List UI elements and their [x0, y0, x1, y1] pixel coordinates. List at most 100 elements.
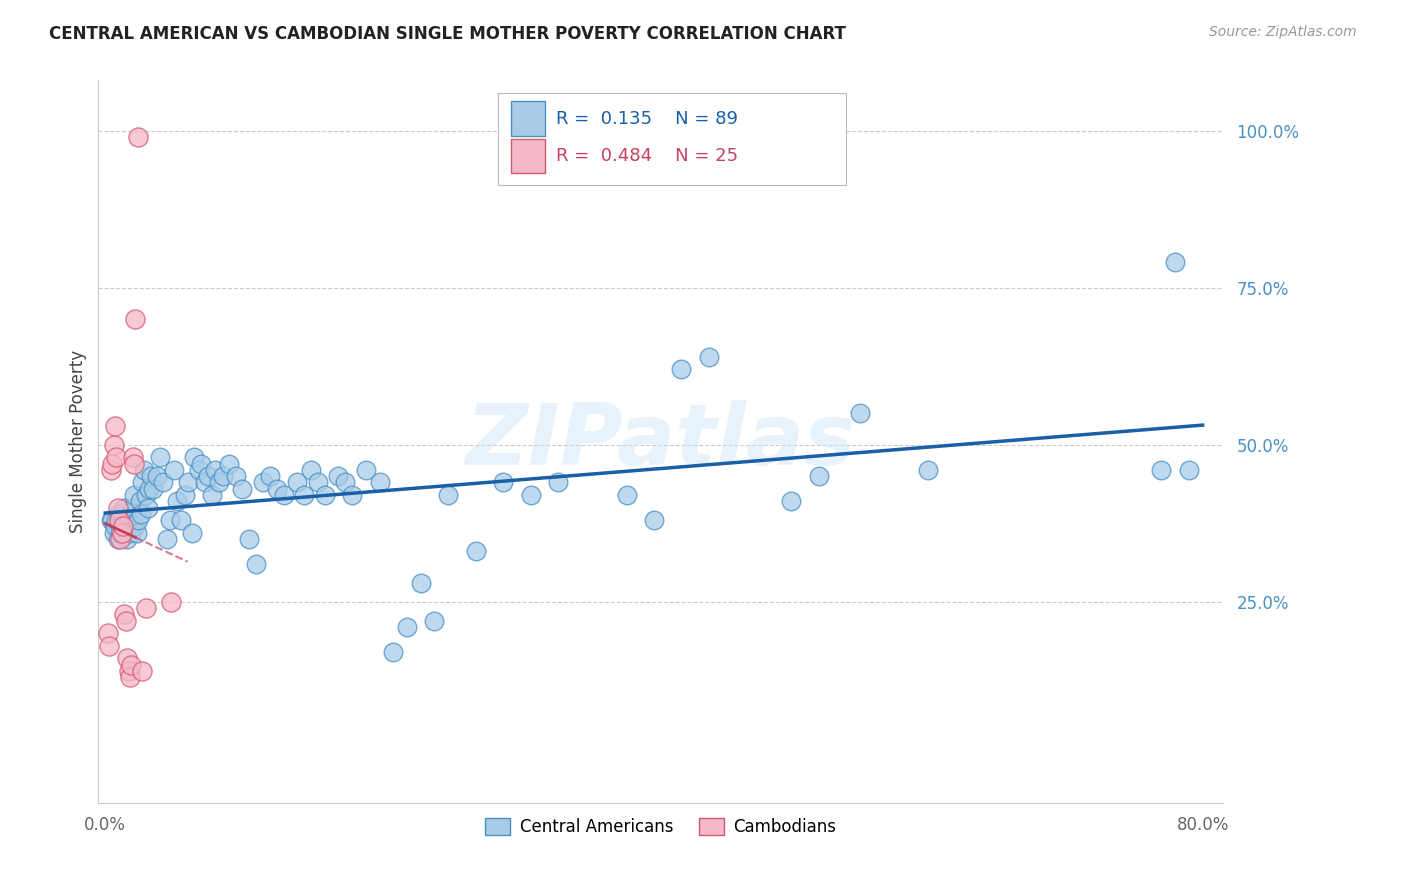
Point [115, 519, 138, 533]
Point [616, 488, 638, 502]
Point [118, 670, 141, 684]
Point [103, 438, 125, 452]
Point [314, 488, 336, 502]
Y-axis label: Single Mother Poverty: Single Mother Poverty [69, 350, 87, 533]
Legend: Central Americans, Cambodians: Central Americans, Cambodians [475, 808, 846, 847]
Point [340, 488, 363, 502]
Point [190, 457, 212, 471]
Point [212, 469, 235, 483]
Point [112, 513, 135, 527]
Point [245, 557, 267, 571]
Point [111, 525, 134, 540]
Point [1164, 255, 1187, 269]
Point [128, 494, 150, 508]
Point [122, 488, 145, 502]
Point [396, 620, 419, 634]
Point [285, 475, 308, 490]
Point [135, 601, 157, 615]
Point [492, 475, 515, 490]
Point [121, 500, 143, 515]
Point [201, 488, 224, 502]
Point [146, 469, 169, 483]
Point [105, 450, 128, 465]
Point [437, 488, 460, 502]
Point [131, 664, 153, 678]
Point [208, 475, 231, 490]
Point [103, 525, 125, 540]
Point [368, 475, 391, 490]
Point [183, 450, 205, 465]
Bar [512, 139, 546, 173]
Point [259, 469, 281, 483]
Point [101, 513, 124, 527]
Point [780, 494, 803, 508]
Bar [512, 101, 546, 136]
Point [118, 507, 141, 521]
Point [117, 513, 139, 527]
Point [125, 525, 148, 540]
Point [127, 129, 149, 144]
Point [124, 312, 146, 326]
Point [122, 457, 145, 471]
Point [112, 519, 135, 533]
Point [136, 500, 159, 515]
Point [160, 595, 183, 609]
Point [1178, 463, 1201, 477]
Point [382, 645, 405, 659]
Point [266, 482, 288, 496]
Point [176, 475, 198, 490]
Point [111, 519, 134, 533]
Point [464, 544, 486, 558]
Point [142, 482, 165, 496]
Point [328, 469, 350, 483]
Point [114, 607, 136, 622]
Point [107, 532, 129, 546]
Point [108, 513, 131, 527]
Point [139, 469, 162, 483]
Point [292, 488, 315, 502]
Point [273, 488, 295, 502]
Point [187, 463, 209, 477]
Point [108, 507, 131, 521]
Point [101, 457, 124, 471]
Point [1150, 463, 1173, 477]
Point [159, 513, 181, 527]
Point [129, 507, 152, 521]
Point [117, 664, 139, 678]
Point [197, 469, 219, 483]
Point [120, 525, 142, 540]
Point [423, 614, 446, 628]
Point [104, 519, 127, 533]
Text: ZIPatlas: ZIPatlas [465, 400, 856, 483]
Point [149, 450, 172, 465]
Point [163, 463, 186, 477]
Point [104, 418, 127, 433]
Point [115, 614, 138, 628]
Bar [498, 93, 846, 185]
Point [166, 494, 188, 508]
Point [409, 575, 432, 590]
Point [180, 525, 202, 540]
Point [127, 513, 149, 527]
Point [848, 406, 870, 420]
Point [97, 626, 120, 640]
Point [115, 651, 138, 665]
Point [156, 532, 179, 546]
Point [121, 450, 143, 465]
Point [252, 475, 274, 490]
Point [100, 463, 122, 477]
Point [115, 532, 138, 546]
Text: Source: ZipAtlas.com: Source: ZipAtlas.com [1209, 25, 1357, 39]
Point [807, 469, 830, 483]
Point [131, 475, 153, 490]
Point [132, 463, 155, 477]
Point [299, 463, 322, 477]
Point [173, 488, 195, 502]
Point [194, 475, 217, 490]
Point [135, 488, 157, 502]
Point [238, 532, 260, 546]
Point [547, 475, 569, 490]
Point [110, 532, 132, 546]
Point [100, 513, 122, 527]
Point [519, 488, 541, 502]
